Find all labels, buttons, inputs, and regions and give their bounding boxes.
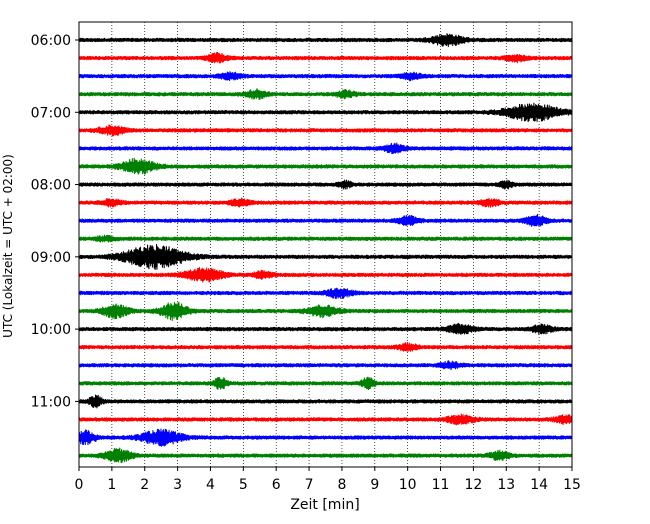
y-tick-label: 07:00 <box>31 105 71 121</box>
trace-0715 <box>78 124 573 137</box>
trace-0615 <box>78 51 573 64</box>
trace-0645 <box>78 88 573 100</box>
x-axis-label: Zeit [min] <box>290 497 359 513</box>
trace-0930 <box>78 287 573 300</box>
trace-0845 <box>78 234 573 243</box>
trace-1115 <box>78 413 573 426</box>
x-tick-label: 14 <box>530 477 548 493</box>
trace-1015 <box>78 342 573 353</box>
y-tick-label: 09:00 <box>31 250 71 266</box>
trace-1100 <box>78 394 573 409</box>
x-tick-label: 13 <box>497 477 515 493</box>
x-tick-label: 7 <box>305 477 314 493</box>
x-tick-label: 15 <box>563 477 581 493</box>
x-tick-label: 4 <box>206 477 215 493</box>
y-tick-label: 11:00 <box>31 394 71 410</box>
x-tick-label: 11 <box>432 477 450 493</box>
x-tick-label: 9 <box>370 477 379 493</box>
trace-0730 <box>78 142 573 155</box>
trace-0900 <box>78 244 573 271</box>
x-tick-label: 1 <box>107 477 116 493</box>
trace-1045 <box>78 376 573 391</box>
trace-0600 <box>78 33 573 48</box>
trace-0830 <box>78 213 573 227</box>
x-tick-label: 6 <box>272 477 281 493</box>
x-tick-label: 12 <box>464 477 482 493</box>
trace-0800 <box>78 179 573 190</box>
x-tick-label: 0 <box>75 477 84 493</box>
y-tick-label: 10:00 <box>31 322 71 338</box>
trace-0815 <box>78 197 573 208</box>
x-tick-label: 3 <box>173 477 182 493</box>
trace-1145 <box>78 447 573 464</box>
trace-1000 <box>78 323 573 335</box>
x-tick-label: 2 <box>140 477 149 493</box>
trace-0700 <box>78 102 573 123</box>
trace-0945 <box>78 301 573 321</box>
x-tick-label: 10 <box>399 477 417 493</box>
y-axis-label: UTC (Lokalzeit = UTC + 02:00) <box>1 154 15 338</box>
trace-0915 <box>78 267 573 283</box>
trace-0745 <box>78 157 573 175</box>
y-tick-label: 08:00 <box>31 178 71 194</box>
y-tick-label: 06:00 <box>31 33 71 49</box>
trace-layer <box>78 33 573 464</box>
x-tick-label: 8 <box>337 477 346 493</box>
trace-1130 <box>78 428 573 447</box>
x-tick-label: 5 <box>239 477 248 493</box>
tick-layer: 0 1 2 3 4 5 6 7 8 9 10 11 12 13 14 1506:0007:0008:0009:… <box>31 33 581 493</box>
grid-layer <box>111 22 540 467</box>
trace-1030 <box>78 360 573 371</box>
trace-0630 <box>78 71 573 82</box>
plot-frame <box>78 21 573 468</box>
